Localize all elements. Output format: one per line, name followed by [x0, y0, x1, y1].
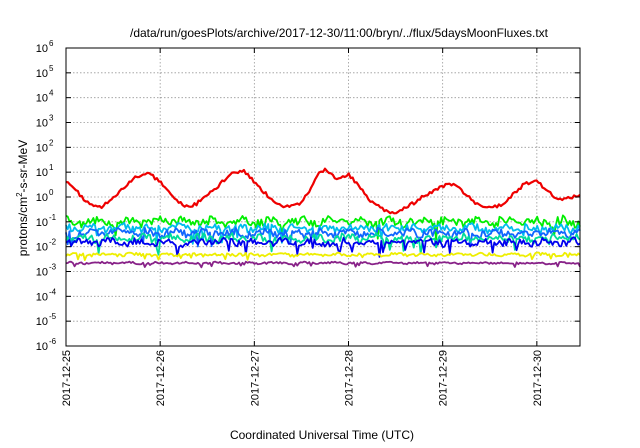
chart-title: /data/run/goesPlots/archive/2017-12-30/1… [130, 26, 549, 40]
y-tick-exponent: 0 [49, 188, 54, 197]
y-axis-label: protons/cm2-s-sr-MeV [15, 140, 30, 256]
y-tick-label: 10 [36, 68, 48, 80]
y-tick-exponent: -5 [49, 312, 57, 321]
series-line-7 [65, 251, 581, 261]
y-tick-exponent: 5 [49, 64, 54, 73]
y-tick-label: 10 [36, 267, 48, 279]
y-tick-label: 10 [36, 316, 48, 328]
y-tick-label: 10 [36, 93, 48, 105]
x-axis-label: Coordinated Universal Time (UTC) [230, 428, 414, 442]
y-tick-label: 10 [36, 167, 48, 179]
y-tick-exponent: 1 [49, 163, 54, 172]
y-tick-exponent: 2 [49, 138, 54, 147]
y-tick-label: 10 [36, 341, 48, 353]
y-tick-label: 10 [36, 291, 48, 303]
y-tick-label: 10 [36, 43, 48, 55]
y-tick-exponent: -6 [49, 337, 57, 346]
grid [66, 48, 580, 346]
x-tick-label: 2017-12-25 [61, 350, 73, 406]
y-tick-exponent: 6 [49, 39, 54, 48]
y-axis: 10 -610 -510 -410 -310 -210 -110 010 110 210 310 41… [36, 39, 580, 353]
x-tick-label: 2017-12-27 [249, 350, 261, 406]
x-tick-label: 2017-12-30 [532, 350, 544, 406]
x-tick-label: 2017-12-28 [344, 350, 356, 406]
y-tick-exponent: 3 [49, 114, 54, 123]
y-tick-exponent: -3 [49, 263, 57, 272]
series-line-6 [65, 236, 581, 258]
series-line-5 [65, 232, 581, 256]
y-tick-label: 10 [36, 142, 48, 154]
x-tick-label: 2017-12-29 [438, 350, 450, 406]
y-tick-exponent: -2 [49, 238, 57, 247]
y-tick-label: 10 [36, 217, 48, 229]
y-tick-exponent: -1 [49, 213, 57, 222]
x-axis: 2017-12-25 2017-12-26 2017-12-27 2017-12-28… [61, 48, 544, 406]
y-tick-exponent: -4 [49, 287, 57, 296]
series-line-2 [65, 214, 581, 241]
series-line-8 [65, 260, 581, 269]
y-tick-label: 10 [36, 118, 48, 130]
y-tick-label: 10 [36, 242, 48, 254]
series-line-1 [65, 167, 581, 215]
y-tick-label: 10 [36, 192, 48, 204]
x-tick-label: 2017-12-26 [155, 350, 167, 406]
y-tick-exponent: 4 [49, 89, 54, 98]
series-layer [65, 167, 581, 269]
series-line-4 [65, 226, 581, 248]
